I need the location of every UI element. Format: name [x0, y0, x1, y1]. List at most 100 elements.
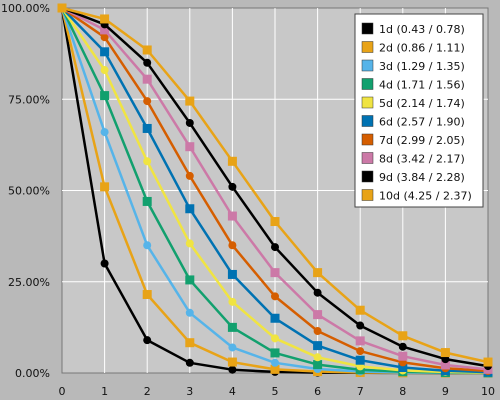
x-tick-label: 9	[442, 385, 449, 398]
legend-swatch	[361, 41, 374, 53]
legend-swatch	[361, 96, 374, 109]
y-tick-label: 0.00%	[15, 367, 50, 380]
data-point	[100, 14, 110, 24]
data-point	[271, 358, 279, 367]
data-point	[227, 211, 237, 221]
legend-label: 3d (1.29 / 1.35)	[379, 60, 465, 73]
data-point	[398, 331, 408, 341]
data-point	[143, 58, 152, 67]
legend-swatch	[361, 59, 374, 72]
data-point	[398, 363, 408, 373]
data-point	[313, 341, 323, 351]
x-tick-label: 0	[59, 385, 66, 398]
data-point	[185, 96, 195, 106]
x-tick-label: 7	[357, 385, 364, 398]
data-point	[313, 360, 323, 370]
series-layer	[57, 3, 493, 378]
data-point	[227, 322, 237, 332]
data-point	[271, 292, 279, 301]
data-point	[143, 157, 152, 166]
legend: 1d (0.43 / 0.78) 2d (0.86 / 1.11) 3d (1.29…	[354, 13, 484, 208]
data-point	[185, 171, 194, 180]
data-point	[313, 268, 323, 278]
data-point	[313, 288, 322, 297]
data-point	[227, 156, 237, 166]
legend-swatch	[361, 78, 374, 90]
legend-swatch	[361, 133, 374, 146]
x-tick-label: 8	[399, 385, 406, 398]
data-point	[270, 364, 280, 374]
data-point	[228, 182, 237, 191]
data-point	[440, 360, 450, 370]
data-point	[228, 365, 237, 374]
data-point	[100, 47, 110, 57]
data-point	[100, 128, 109, 137]
data-point	[100, 182, 110, 192]
y-tick-label: 100.00%	[1, 2, 50, 15]
data-point	[398, 351, 408, 361]
x-tick-label: 4	[229, 385, 236, 398]
data-point	[185, 204, 195, 214]
data-point	[185, 358, 194, 367]
y-tick-label: 50.00%	[8, 185, 50, 198]
legend-label: 10d (4.25 / 2.37)	[379, 190, 472, 203]
data-point	[271, 243, 279, 252]
data-point	[57, 3, 67, 13]
data-point	[355, 305, 365, 315]
data-point	[355, 336, 365, 346]
data-point	[100, 259, 109, 268]
legend-label: 6d (2.57 / 1.90)	[379, 116, 465, 129]
legend-swatch	[361, 189, 374, 201]
data-point	[143, 97, 152, 106]
data-point	[270, 217, 280, 227]
data-point	[228, 241, 237, 250]
data-point	[440, 348, 450, 358]
legend-label: 8d (3.42 / 2.17)	[379, 153, 465, 166]
data-point	[313, 327, 322, 336]
data-point	[356, 347, 365, 356]
x-tick-label: 2	[144, 385, 151, 398]
x-tick-label: 5	[272, 385, 279, 398]
data-point	[227, 357, 237, 367]
data-point	[143, 241, 152, 250]
data-point	[142, 45, 152, 55]
data-point	[271, 334, 279, 343]
data-point	[270, 313, 280, 323]
data-point	[313, 353, 322, 362]
x-tick-label: 6	[314, 385, 321, 398]
legend-label: 2d (0.86 / 1.11)	[379, 42, 465, 55]
data-point	[441, 355, 450, 364]
data-point	[142, 123, 152, 133]
data-point	[270, 348, 280, 358]
legend-swatch	[361, 22, 374, 35]
series-10	[57, 3, 493, 367]
data-point	[228, 297, 237, 306]
data-point	[313, 310, 323, 320]
data-point	[228, 343, 237, 352]
data-point	[185, 142, 195, 152]
data-point	[185, 239, 194, 248]
legend-label: 4d (1.71 / 1.56)	[379, 79, 465, 92]
legend-label: 7d (2.99 / 2.05)	[379, 134, 465, 147]
y-tick-label: 75.00%	[8, 93, 50, 106]
data-point	[270, 268, 280, 278]
legend-box	[354, 13, 484, 208]
data-point	[100, 33, 109, 42]
data-point	[355, 355, 365, 365]
data-point	[398, 342, 407, 351]
legend-swatch	[361, 152, 374, 164]
x-tick-label: 1	[101, 385, 108, 398]
data-point	[100, 25, 110, 35]
x-tick-label: 3	[186, 385, 193, 398]
data-point	[142, 290, 152, 300]
y-tick-label: 25.00%	[8, 276, 50, 289]
legend-label: 5d (2.14 / 1.74)	[379, 97, 465, 110]
data-point	[142, 196, 152, 206]
data-point	[100, 91, 110, 101]
data-point	[100, 66, 109, 75]
data-point	[185, 338, 195, 348]
data-point	[356, 321, 365, 330]
data-point	[483, 357, 493, 367]
x-tick-label: 10	[481, 385, 495, 398]
legend-swatch	[361, 115, 374, 127]
